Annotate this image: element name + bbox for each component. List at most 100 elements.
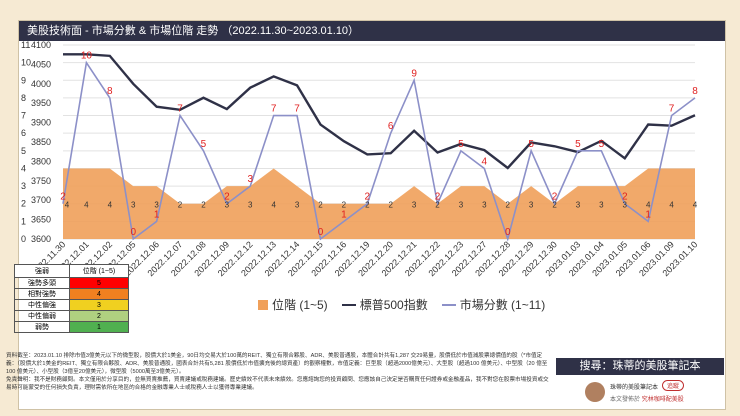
level-data-label: 3: [295, 201, 300, 210]
level-value: 4: [68, 288, 130, 300]
level-data-label: 4: [65, 201, 70, 210]
right-tick-label: 3900: [31, 118, 51, 128]
left-tick-label: 7: [21, 111, 26, 121]
score-data-label: 4: [482, 156, 488, 167]
level-data-label: 2: [388, 201, 393, 210]
score-data-label: 8: [692, 86, 698, 97]
score-data-label: 3: [247, 174, 253, 185]
sp500-line: [63, 53, 696, 170]
level-data-label: 3: [599, 201, 604, 210]
level-area: [63, 168, 695, 239]
level-value: 5: [68, 277, 130, 289]
left-tick-label: 4: [21, 163, 26, 173]
score-data-label: 7: [177, 104, 183, 115]
score-data-label: 2: [365, 192, 371, 203]
score-data-label: 7: [669, 104, 675, 115]
right-tick-label: 3850: [31, 137, 51, 147]
level-label: 相對強勢: [14, 288, 70, 300]
avatar: [585, 382, 605, 402]
score-data-label: 5: [458, 139, 464, 150]
score-line: [62, 60, 696, 242]
score-swatch: [441, 303, 456, 306]
legend-label: 標普500指數: [359, 298, 428, 312]
level-data-label: 4: [108, 201, 113, 210]
chart-panel: 美股技術面 - 市場分數 & 市場位階 走勢 （2022.11.30~2023.…: [18, 20, 726, 410]
level-data-label: 4: [271, 201, 276, 210]
search-banner: 搜尋：珠蒂的美股筆記本: [556, 358, 724, 375]
left-tick-label: 5: [21, 146, 26, 156]
footnotes: 資料截至：2023.01.10 排除市值3億美元以下的微型股，股價大於1美金，9…: [6, 352, 551, 392]
score-data-label: 8: [107, 86, 113, 97]
level-header-strength: 強弱: [14, 264, 70, 278]
level-data-label: 2: [342, 201, 347, 210]
legend-label: 市場分數 (1~11): [459, 298, 546, 312]
level-data-label: 2: [552, 201, 557, 210]
right-tick-label: 3650: [31, 215, 51, 225]
level-data-label: 2: [178, 201, 183, 210]
left-tick-label: 10: [21, 58, 31, 68]
legend-item-score: 市場分數 (1~11): [441, 296, 546, 313]
level-data-label: 2: [201, 201, 206, 210]
level-data-label: 2: [435, 201, 440, 210]
score-data-label: 1: [645, 209, 651, 220]
level-data-label: 3: [623, 201, 628, 210]
score-data-label: 0: [505, 227, 511, 238]
left-tick-label: 2: [21, 199, 26, 209]
level-header-level: 位階 (1~5): [68, 264, 130, 278]
left-tick-label: 0: [21, 234, 26, 244]
data-note: 資料截至：2023.01.10 排除市值3億美元以下的微型股，股價大於1美金，9…: [6, 353, 548, 375]
right-tick-label: 3700: [31, 195, 51, 205]
left-tick-label: 11: [21, 41, 30, 50]
score-data-label: 0: [318, 227, 324, 238]
combo-chart: 0123456789101136003650370037503800385039…: [21, 41, 699, 278]
score-data-label: 5: [575, 139, 581, 150]
score-data-label: 2: [622, 192, 628, 203]
level-data-label: 3: [459, 201, 464, 210]
left-tick-label: 6: [21, 128, 26, 138]
author-sub: 本文發佈於 究林咖啡配美股: [610, 394, 684, 403]
level-data-label: 4: [693, 201, 698, 210]
score-data-label: 2: [60, 192, 66, 203]
level-data-label: 4: [669, 201, 674, 210]
level-data-label: 3: [529, 201, 534, 210]
level-label: 弱勢: [14, 321, 70, 333]
score-data-label: 0: [130, 227, 136, 238]
level-data-label: 4: [646, 201, 651, 210]
author-card[interactable]: 珠蒂的美股筆記本 追蹤 本文發佈於 究林咖啡配美股: [582, 378, 702, 408]
disclaimer: 免責聲明：我不是財務顧問。本文僅用於分享目的，並無買賣推薦，買賣建議或稅務建議。…: [6, 377, 549, 391]
score-data-label: 9: [411, 68, 417, 79]
legend-item-sp500: 標普500指數: [341, 296, 428, 313]
level-legend-table: 強弱 位階 (1~5) 強勢多頭 5 相對強勢 4 中性偏強 3 中性偏弱 2 弱勢 1: [14, 264, 130, 333]
chart-legend: 位階 (1~5) 標普500指數 市場分數 (1~11): [258, 296, 559, 313]
level-data-label: 3: [482, 201, 487, 210]
score-data-label: 7: [271, 104, 277, 115]
level-data-label: 2: [318, 201, 323, 210]
level-value: 2: [68, 310, 130, 322]
level-data-label: 3: [131, 201, 136, 210]
level-label: 中性偏弱: [14, 310, 70, 322]
right-tick-label: 4000: [31, 79, 51, 89]
score-data-label: 2: [224, 192, 230, 203]
legend-item-level: 位階 (1~5): [258, 296, 328, 313]
right-tick-label: 3600: [31, 234, 51, 244]
chart-title: 美股技術面 - 市場分數 & 市場位階 走勢 （2022.11.30~2023.…: [19, 21, 725, 41]
level-data-label: 2: [365, 201, 370, 210]
right-tick-label: 4100: [31, 41, 51, 50]
level-data-label: 3: [412, 201, 417, 210]
level-label: 強勢多頭: [14, 277, 70, 289]
follow-button[interactable]: 追蹤: [662, 380, 685, 391]
level-swatch: [258, 299, 268, 310]
level-value: 1: [68, 321, 130, 333]
score-data-label: 5: [528, 139, 534, 150]
author-sub-link[interactable]: 究林咖啡配美股: [641, 397, 684, 403]
score-data-label: 2: [435, 192, 441, 203]
sp500-swatch: [341, 303, 356, 306]
score-data-label: 2: [552, 192, 558, 203]
level-data-label: 3: [154, 201, 159, 210]
left-tick-label: 1: [21, 216, 26, 226]
author-sub-text: 本文發佈於: [610, 397, 641, 403]
score-data-label: 7: [294, 104, 300, 115]
score-data-label: 1: [154, 209, 160, 220]
level-data-label: 3: [248, 201, 253, 210]
level-label: 中性偏強: [14, 299, 70, 311]
